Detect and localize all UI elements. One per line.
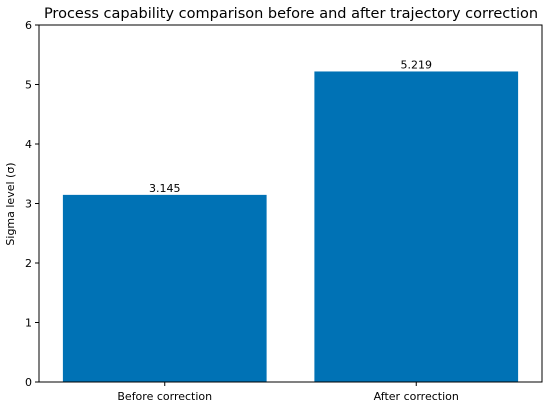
bar-0 (62, 194, 267, 382)
x-tick-label-1: After correction (374, 390, 459, 403)
y-tick-label-6: 6 (25, 19, 32, 32)
y-tick-label-5: 5 (25, 79, 32, 92)
y-axis: 0 1 2 3 4 5 6 (25, 19, 39, 389)
x-tick-label-0: Before correction (117, 390, 212, 403)
data-label-0: 3.145 (149, 182, 181, 195)
y-tick-label-1: 1 (25, 317, 32, 330)
y-tick-label-2: 2 (25, 257, 32, 270)
y-tick-label-4: 4 (25, 138, 32, 151)
x-axis: Before correction After correction (117, 382, 459, 403)
data-labels-group: 3.145 5.219 (149, 58, 432, 194)
y-axis-label: Sigma level (σ) (4, 162, 17, 245)
plot-frame (38, 24, 543, 383)
data-label-1: 5.219 (401, 58, 433, 71)
bar-1 (314, 71, 519, 382)
bars-group (62, 71, 519, 382)
chart-title: Process capability comparison before and… (44, 6, 538, 22)
y-tick-label-0: 0 (25, 376, 32, 389)
y-tick-label-3: 3 (25, 198, 32, 211)
